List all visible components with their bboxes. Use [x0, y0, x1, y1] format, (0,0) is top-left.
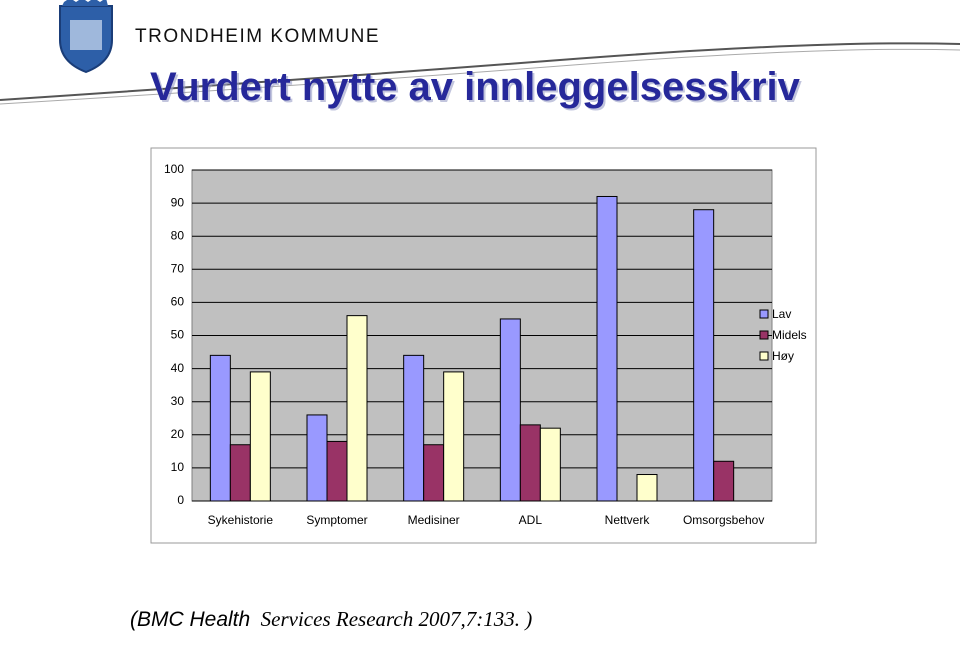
- legend-label: Midels: [772, 328, 807, 342]
- y-tick-label: 10: [171, 460, 185, 474]
- bar: [519, 424, 541, 502]
- x-tick-label: Sykehistorie: [208, 513, 274, 527]
- y-tick-label: 80: [171, 228, 185, 242]
- y-tick-label: 90: [171, 195, 185, 209]
- bar: [693, 209, 715, 502]
- bar: [403, 354, 425, 502]
- header-swoosh: [0, 42, 960, 101]
- organization: TRONDHEIM KOMMUNE: [135, 26, 380, 47]
- y-tick-label: 70: [171, 261, 185, 275]
- y-tick-label: 60: [171, 295, 185, 309]
- bar: [539, 427, 561, 502]
- bar: [326, 440, 348, 502]
- title: Vurdert nytte av innleggelsesskriv: [150, 65, 801, 109]
- y-tick-label: 0: [177, 493, 184, 507]
- bar: [443, 371, 465, 502]
- bar: [229, 444, 251, 502]
- chart: 0 10 20 30 40 50 60 70 80 90 100 Sykehistorie Sympto…: [164, 162, 807, 527]
- x-tick-label: Omsorgsbehov: [683, 513, 764, 527]
- bar: [636, 474, 658, 502]
- x-tick-label: Medisiner: [408, 513, 460, 527]
- bar: [713, 460, 735, 502]
- y-tick-label: 40: [171, 361, 185, 375]
- bar: [346, 315, 368, 502]
- x-tick-label: Symptomer: [306, 513, 367, 527]
- y-tick-label: 50: [171, 328, 185, 342]
- y-tick-label: 30: [171, 394, 185, 408]
- logo: [59, 0, 113, 74]
- legend-swatch: [759, 330, 769, 340]
- bar: [306, 414, 328, 502]
- header-swoosh: [0, 48, 960, 105]
- citation-part1: (BMC Health: [130, 608, 250, 631]
- y-tick-label: 20: [171, 427, 185, 441]
- legend-label: Lav: [772, 307, 791, 321]
- bar: [423, 444, 445, 502]
- title-shadow: Vurdert nytte av innleggelsesskriv: [152, 67, 803, 111]
- legend-swatch: [759, 351, 769, 361]
- y-tick-label: 100: [164, 162, 184, 176]
- bar: [249, 371, 271, 502]
- legend-swatch: [759, 309, 769, 319]
- citation-part2: Services Research 2007,7:133. ): [261, 607, 533, 631]
- legend-label: Høy: [772, 349, 794, 363]
- bar: [596, 195, 618, 502]
- citation: (BMC Health Services Research 2007,7:133…: [130, 607, 532, 631]
- x-tick-label: ADL: [519, 513, 543, 527]
- bar: [209, 354, 231, 502]
- x-tick-label: Nettverk: [605, 513, 651, 527]
- bar: [499, 318, 521, 502]
